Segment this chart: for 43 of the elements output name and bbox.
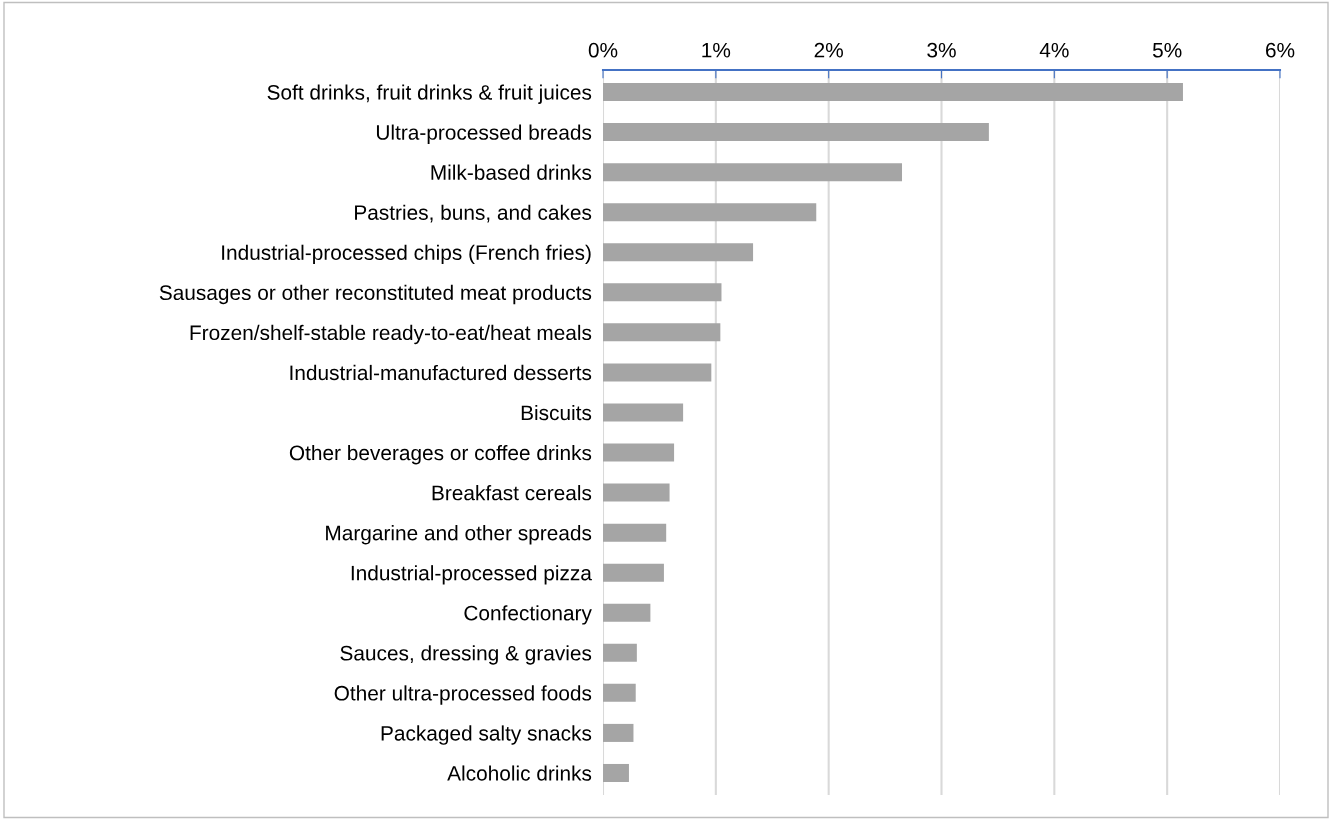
bar — [603, 123, 989, 142]
y-tick-label: Margarine and other spreads — [326, 525, 592, 545]
y-tick-label: Other beverages or coffee drinks — [289, 444, 592, 465]
bar — [603, 683, 636, 702]
y-tick-label: Confectionary — [464, 605, 592, 625]
x-tick-label: 4% — [1039, 42, 1069, 58]
bar — [603, 283, 722, 302]
bar — [603, 203, 817, 222]
y-tick-label: Packaged salty snacks — [381, 725, 592, 745]
x-tick-label: 5% — [1152, 42, 1182, 58]
bar — [603, 443, 675, 462]
bar — [603, 563, 664, 582]
bar — [603, 763, 629, 782]
bar — [603, 643, 637, 662]
bar — [603, 323, 721, 342]
y-tick-label: Frozen/shelf-stable ready-to-eat/heat meals — [190, 324, 592, 345]
y-tick-label: Pastries, buns, and cakes — [355, 204, 592, 223]
y-tick-label: Other ultra-processed foods — [334, 685, 592, 705]
y-tick-label: Sauces, dressing & gravies — [340, 645, 592, 665]
x-tick-label: 3% — [927, 42, 956, 58]
bar — [603, 163, 903, 182]
x-tick-label: 2% — [814, 42, 843, 58]
bar — [603, 363, 712, 382]
bar — [603, 243, 754, 262]
y-tick-label: Industrial-processed chips (French fries) — [222, 244, 591, 265]
y-tick-label: Soft drinks, fruit drinks & fruit juices — [267, 84, 592, 104]
y-tick-label: Sausages or other reconstituted meat products — [159, 284, 592, 305]
x-tick-label: 1% — [702, 42, 731, 58]
bar — [603, 723, 634, 742]
y-tick-label: Biscuits — [521, 404, 592, 421]
y-tick-label: Alcoholic drinks — [447, 765, 592, 781]
y-tick-label: Milk-based drinks — [431, 164, 592, 180]
bar — [603, 603, 651, 622]
y-tick-label: Industrial-processed pizza — [351, 565, 592, 585]
x-tick-label: 0% — [588, 42, 618, 58]
bar — [603, 483, 670, 502]
y-tick-label: Breakfast cereals — [432, 485, 592, 501]
bar — [603, 523, 667, 542]
y-tick-label: Industrial-manufactured desserts — [290, 364, 592, 381]
bar — [603, 83, 1183, 102]
x-tick-label: 6% — [1266, 42, 1295, 58]
y-tick-label: Ultra-processed breads — [376, 124, 592, 144]
bar — [603, 403, 684, 422]
